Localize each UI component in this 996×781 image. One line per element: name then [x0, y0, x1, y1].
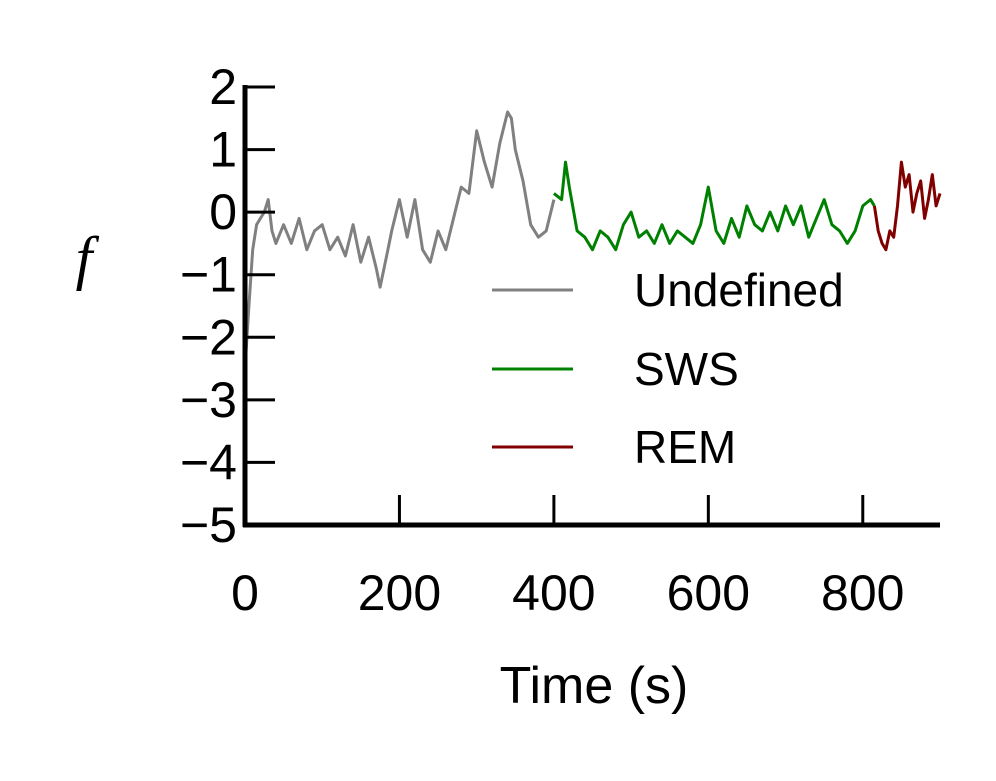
series-lines-layer	[243, 110, 942, 369]
x-tick-label: 600	[667, 565, 750, 621]
legend-label: SWS	[634, 343, 739, 395]
series-line-rem	[872, 160, 942, 252]
x-tick-label: 0	[231, 565, 259, 621]
series-line-undefined	[243, 110, 556, 369]
y-tick-label: −2	[180, 309, 237, 365]
y-tick-label: −1	[180, 247, 237, 303]
y-tick-label: 1	[209, 122, 237, 178]
x-tick-label: 400	[512, 565, 595, 621]
x-tick-label: 800	[821, 565, 904, 621]
y-tick-label: −5	[180, 497, 237, 553]
legend-label: Undefined	[634, 264, 844, 316]
y-axis-title: f	[76, 225, 100, 291]
axes-layer	[242, 85, 940, 528]
x-axis-title: Time (s)	[500, 657, 689, 715]
legend-item-rem: REM	[492, 421, 736, 473]
legend-label: REM	[634, 421, 736, 473]
y-tick-label: 2	[209, 59, 237, 115]
y-tick-label: 0	[209, 184, 237, 240]
legend-item-sws: SWS	[492, 343, 739, 395]
x-tick-label: 200	[358, 565, 441, 621]
series-line-sws	[552, 160, 876, 252]
legend-item-undefined: Undefined	[492, 264, 844, 316]
y-tick-label: −3	[180, 372, 237, 428]
y-tick-label: −4	[180, 434, 237, 490]
legend: Undefined SWS REM	[492, 264, 844, 473]
ticks-layer: 2 1 0 −1 −2 −3 −4 −5 0 200 400 600 800	[180, 59, 905, 621]
